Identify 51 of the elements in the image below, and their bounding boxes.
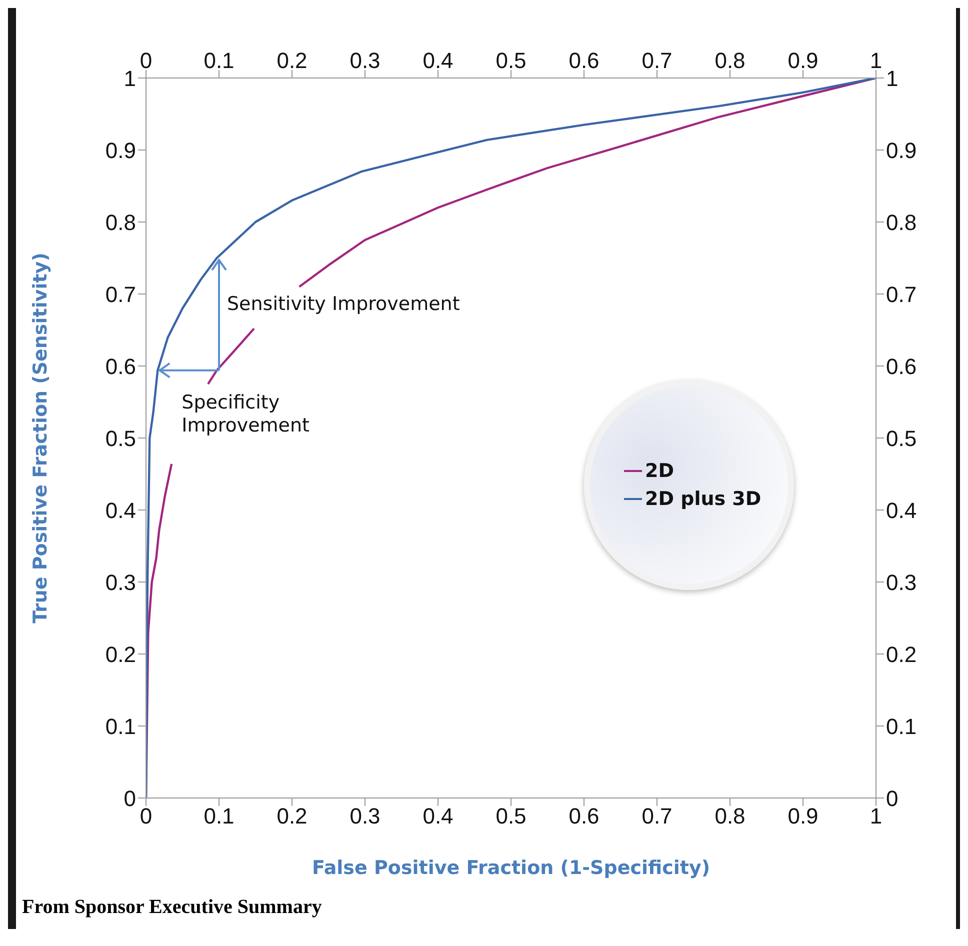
y-tick-label: 0.4 [105,498,136,523]
y2-tick-label: 0 [886,786,898,811]
x-tick-label: 1 [870,48,882,73]
y2-tick-label: 1 [886,66,898,91]
x2-tick-label: 0.4 [422,804,454,829]
y-tick-label: 0.6 [105,354,136,379]
y-axis-title: True Positive Fraction (Sensitivity) [30,252,52,624]
x2-tick-label: 0.6 [568,804,600,829]
y2-tick-label: 0.8 [886,210,917,235]
x-tick-label: 0.8 [714,48,746,73]
y2-tick-label: 0.9 [886,138,917,163]
x-tick-label: 0.6 [568,48,600,73]
x-tick-label: 0.3 [350,48,380,73]
y-tick-label: 0.7 [105,282,136,307]
y-tick-label: 0.2 [105,642,136,667]
x2-tick-label: 0.1 [204,804,234,829]
x-tick-label: 0.2 [276,48,308,73]
y-tick-label: 0.3 [105,570,136,595]
y2-tick-label: 0.7 [886,282,917,307]
legend-label: 2D plus 3D [645,488,762,510]
x-tick-label: 0.7 [642,48,672,73]
y2-tick-label: 0.3 [886,570,917,595]
x2-tick-label: 0.3 [350,804,380,829]
x-tick-label: 0.5 [496,48,526,73]
legend-label: 2D [645,460,674,482]
y2-tick-label: 0.6 [886,354,917,379]
y2-tick-label: 0.1 [886,714,917,739]
x2-tick-label: 0.9 [788,804,818,829]
y2-tick-label: 0.5 [886,426,917,451]
x-tick-label: 0.4 [422,48,454,73]
y-tick-label: 0.8 [105,210,136,235]
y-tick-label: 0.9 [105,138,136,163]
y-tick-label: 0.5 [105,426,136,451]
y-tick-label: 1 [124,66,136,91]
y-tick-label: 0 [124,786,136,811]
x2-tick-label: 0.5 [496,804,526,829]
y2-tick-label: 0.2 [886,642,917,667]
x2-tick-label: 1 [870,804,882,829]
x2-tick-label: 0.2 [276,804,308,829]
y-tick-label: 0.1 [105,714,136,739]
x-tick-label: 0 [140,48,152,73]
x-tick-label: 0.9 [788,48,818,73]
x2-tick-label: 0.8 [714,804,746,829]
x2-tick-label: 0 [140,804,152,829]
y2-tick-label: 0.4 [886,498,917,523]
x-tick-label: 0.1 [204,48,234,73]
x-axis-title: False Positive Fraction (1-Specificity) [312,857,710,879]
x2-tick-label: 0.7 [642,804,672,829]
text: From Sponsor Executive Summary [21,896,323,919]
annotation: Specificity Improvement [182,391,310,436]
annotation: Sensitivity Improvement [227,293,460,315]
